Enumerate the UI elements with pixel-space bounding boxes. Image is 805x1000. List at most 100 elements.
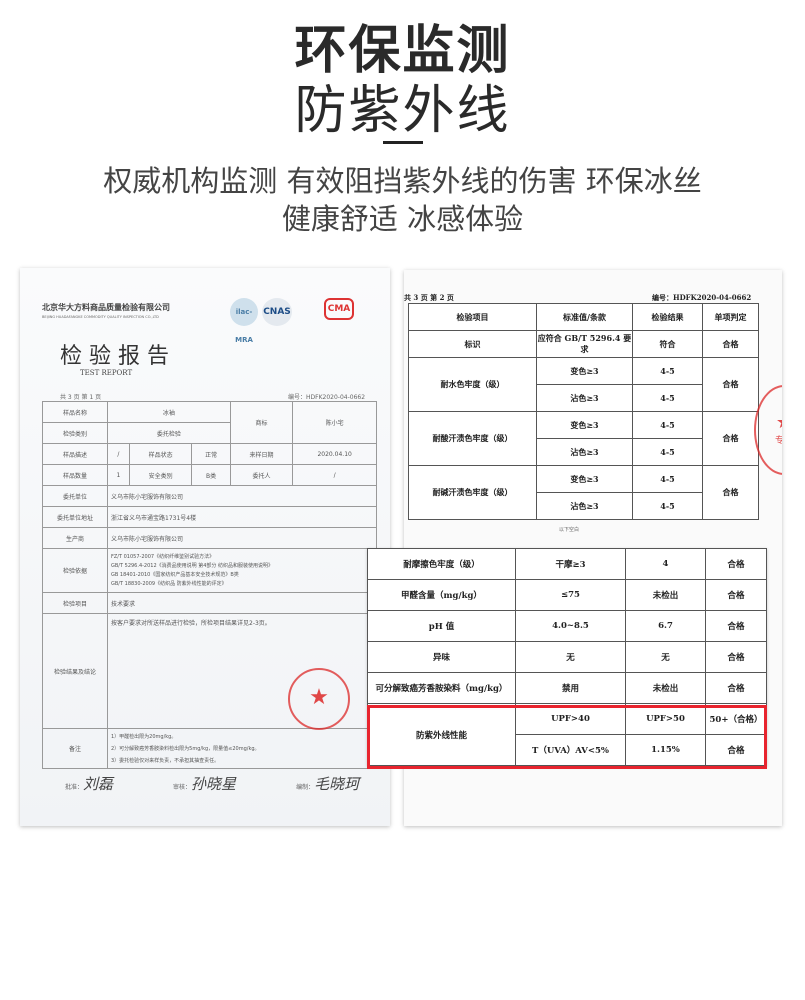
cell: 来样日期 [229, 443, 294, 465]
cell: 未检出 [625, 672, 706, 704]
uv-row: 防紫外线性能 UPF>40 UPF>50 50+（合格） [367, 703, 767, 766]
table-row: 可分解致癌芳香胺染料（mg/kg） 禁用 未检出 合格 [367, 672, 767, 704]
cell: 检验依据 [42, 548, 108, 593]
uva-row: T（UVA）AV<5% 1.15% 合格 [368, 734, 767, 766]
cell: 义乌市陈小宅服饰有限公司 [107, 485, 377, 507]
cell: 陈小宅 [292, 401, 377, 444]
cell: 检验项目 [42, 592, 108, 614]
cell: 4-5 [632, 411, 703, 439]
cell: 无 [515, 641, 626, 673]
cell: 样品描述 [42, 443, 108, 465]
cell: 检验类别 [42, 422, 108, 444]
cell: T（UVA）AV<5% [515, 734, 626, 766]
cell: 4-5 [632, 465, 703, 493]
cell: 义乌市陈小宅服饰有限公司 [107, 527, 377, 549]
cell: 样品名称 [42, 401, 108, 423]
signature-compiler: 编制：毛晓珂 [296, 775, 360, 793]
overlay-results-table: 耐摩擦色牢度（级） 干摩≥3 4 合格 甲醛含量（mg/kg） ≤75 未检出 合格 pH … [367, 548, 767, 766]
cell: 浙江省义乌市通宝路1731号4楼 [107, 506, 377, 528]
uv-highlight-box [367, 705, 767, 769]
tagline-line-2: 健康舒适 冰感体验 [281, 202, 524, 236]
report-number: 编号：HDFK2020-04-0662 [652, 293, 752, 302]
lab-name-en: BEIJING HUADAFANGKE COMMODITY QUALITY IN… [42, 315, 159, 319]
cell: FZ/T 01057-2007《纺织纤维鉴别试验方法》 GB/T 5296.4-2… [107, 548, 377, 593]
cell: 合格 [702, 465, 759, 520]
header-cell: 检验项目 [408, 303, 537, 331]
cell: 检验结果及结论 [42, 613, 108, 729]
cell: 正常 [191, 443, 231, 465]
cell: 委托单位地址 [42, 506, 108, 528]
header-cell: 单项判定 [702, 303, 759, 331]
cell: 未检出 [625, 579, 706, 611]
cell: 符合 [632, 330, 703, 358]
report-title-en: TEST REPORT [80, 369, 133, 377]
cell: pH 值 [367, 610, 516, 642]
cell: 标识 [408, 330, 537, 358]
cell: 冰袖 [107, 401, 231, 423]
signature-reviewer: 审核：孙晓星 [173, 775, 237, 793]
results-table: 检验项目 标准值/条款 检验结果 单项判定 标识 应符合 GB/T 5296.4 要求符… [408, 303, 759, 520]
cell: 变色≥3 [536, 465, 633, 493]
cell: 委托检验 [107, 422, 231, 444]
divider [383, 141, 423, 144]
page-title: 环保监测 [294, 21, 511, 81]
cma-logo-icon: CMA [324, 298, 354, 320]
cell: 变色≥3 [536, 411, 633, 439]
cell: 耐水色牢度（级） [408, 357, 537, 412]
cnas-logo-icon: CNAS [262, 298, 292, 326]
cell: 1）甲醛检出限为20mg/kg。 2）可分解致癌芳香胺染料检出限为5mg/kg，限… [107, 728, 377, 769]
cell: 安全类别 [128, 464, 193, 486]
cell: 异味 [367, 641, 516, 673]
table-row: 耐摩擦色牢度（级） 干摩≥3 4 合格 [367, 548, 767, 580]
cell: 合格 [705, 579, 767, 611]
cell: 委托单位 [42, 485, 108, 507]
cell: 备注 [42, 728, 108, 769]
cell: 无 [625, 641, 706, 673]
signatures: 批准：刘磊 审核：孙晓星 编制：毛晓珂 [65, 773, 359, 794]
cell: 耐酸汗渍色牢度（级） [408, 411, 537, 466]
end-note: 以下空白 [559, 527, 580, 533]
cell: 应符合 GB/T 5296.4 要求 [536, 330, 633, 358]
cell: B类 [191, 464, 231, 486]
cell: 4-5 [632, 438, 703, 466]
cell: 4.0~8.5 [515, 610, 626, 642]
cell: 4-5 [632, 492, 703, 520]
cell: 商标 [229, 401, 294, 444]
report-number: 编号：HDFK2020-04-0662 [288, 394, 366, 401]
page-subtitle: 防紫外线 [294, 81, 511, 141]
lab-name: 北京华大方料商品质量检验有限公司 [42, 303, 170, 312]
cell: ≤75 [515, 579, 626, 611]
cell: 合格 [705, 734, 767, 766]
table-row: pH 值 4.0~8.5 6.7 合格 [367, 610, 767, 642]
header-cell: 检验结果 [632, 303, 703, 331]
cell: 合格 [705, 672, 767, 704]
cell: 耐摩擦色牢度（级） [367, 548, 516, 580]
cell: 4-5 [632, 357, 703, 385]
cell: 沾色≥3 [536, 492, 633, 520]
cell: / [107, 443, 130, 465]
table-row: 异味无无合格 [367, 641, 767, 673]
table-row: 甲醛含量（mg/kg） ≤75 未检出 合格 [367, 579, 767, 611]
cell: 合格 [702, 330, 759, 358]
accreditation-logos: ilac-MRA CNAS CMA [230, 298, 354, 344]
cell: 变色≥3 [536, 357, 633, 385]
cell: 6.7 [625, 610, 706, 642]
cell: 2020.04.10 [292, 443, 377, 465]
cell: 禁用 [515, 672, 626, 704]
signature-approver: 批准：刘磊 [65, 775, 114, 793]
report-info-table: 样品名称 冰袖 商标 陈小宅 检验类别 委托检验 样品描述 / 样品状态 正常 来样日期 2020… [42, 401, 377, 769]
official-seal-icon: ★ [288, 668, 350, 730]
cell: / [292, 464, 377, 486]
header-cell: 标准值/条款 [536, 303, 633, 331]
cell: 沾色≥3 [536, 384, 633, 412]
cell: 合格 [705, 548, 767, 580]
report-title: 检 验 报 告 [60, 344, 169, 369]
test-report-page-1: 北京华大方料商品质量检验有限公司 BEIJING HUADAFANGKE COM… [20, 268, 390, 826]
cell: 4-5 [632, 384, 703, 412]
cell: 合格 [705, 641, 767, 673]
cell: 委托人 [229, 464, 294, 486]
cell: 合格 [705, 610, 767, 642]
cell: 生产商 [42, 527, 108, 549]
page-indicator: 共 3 页 第 2 页 [404, 293, 454, 302]
cell: 耐碱汗渍色牢度（级） [408, 465, 537, 520]
